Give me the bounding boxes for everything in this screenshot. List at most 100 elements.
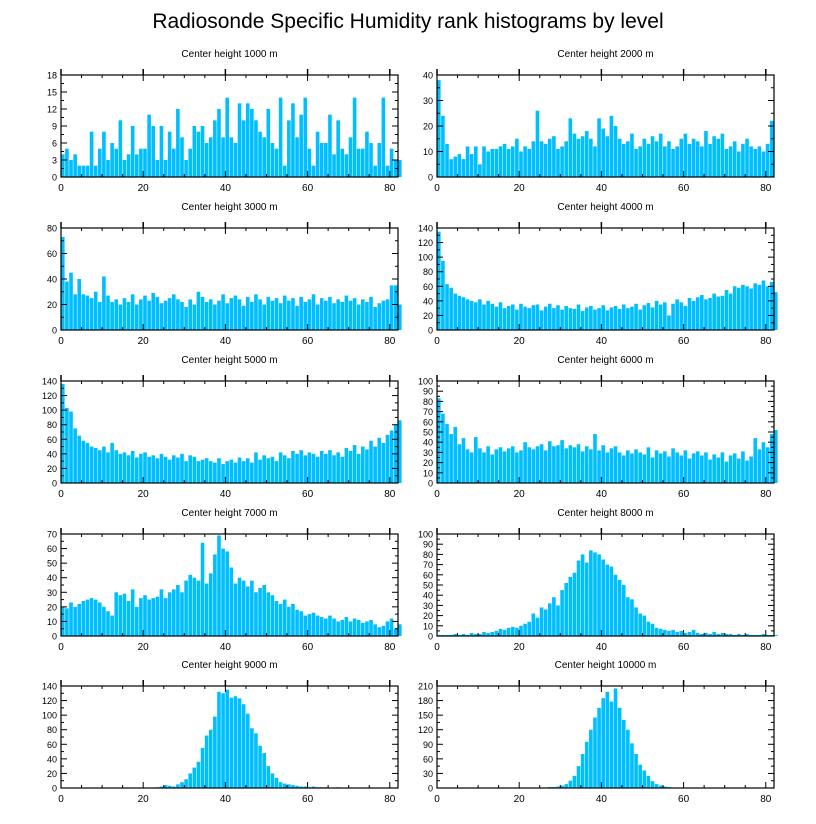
- bar: [204, 735, 209, 788]
- bar: [543, 609, 548, 636]
- bar: [208, 461, 213, 483]
- y-tick-label: 0: [52, 479, 57, 489]
- bar: [617, 138, 622, 177]
- bar: [531, 141, 536, 177]
- bar: [328, 615, 332, 636]
- bar: [728, 633, 733, 636]
- bar: [270, 143, 275, 177]
- bar: [691, 629, 696, 636]
- bar: [712, 136, 716, 177]
- bar: [196, 291, 201, 330]
- bar: [449, 287, 453, 330]
- y-tick-label: 60: [47, 249, 57, 259]
- bar: [453, 293, 458, 330]
- bar: [675, 631, 679, 636]
- bar: [69, 602, 73, 636]
- x-tick-label: 60: [678, 336, 690, 347]
- bar: [204, 458, 209, 483]
- bar: [311, 612, 316, 636]
- bar: [159, 303, 164, 330]
- bar: [556, 786, 560, 788]
- bar: [262, 137, 266, 177]
- bar: [617, 452, 622, 483]
- y-tick-label: 60: [423, 570, 433, 580]
- bar: [700, 295, 704, 330]
- bar: [340, 301, 345, 330]
- bar: [457, 154, 462, 177]
- bar: [130, 126, 135, 177]
- bar: [708, 143, 712, 177]
- x-tick-label: 40: [220, 183, 232, 194]
- x-tick-label: 80: [760, 642, 772, 653]
- x-tick-label: 0: [434, 183, 440, 194]
- bar: [609, 566, 614, 636]
- bar: [303, 301, 308, 330]
- bar: [143, 595, 147, 636]
- y-tick-label: 0: [52, 173, 57, 183]
- bar: [155, 596, 160, 636]
- bar: [315, 304, 320, 330]
- bar: [691, 138, 696, 177]
- bar: [381, 442, 386, 483]
- panel-title: Center height 3000 m: [181, 202, 277, 213]
- bar: [171, 786, 176, 788]
- bar: [287, 784, 291, 788]
- bar: [200, 296, 205, 330]
- bar: [250, 462, 254, 483]
- bar: [757, 449, 762, 483]
- bar: [217, 300, 221, 330]
- y-tick-label: 0: [428, 173, 433, 183]
- bar: [373, 307, 377, 330]
- bar: [613, 126, 618, 177]
- bar: [769, 434, 774, 483]
- bar: [348, 621, 353, 636]
- bar: [473, 633, 478, 636]
- y-tick-label: 10: [423, 147, 433, 157]
- bar: [700, 455, 704, 483]
- bar: [531, 613, 536, 636]
- bar: [437, 80, 441, 177]
- x-tick-label: 40: [220, 794, 232, 805]
- bar: [510, 146, 515, 177]
- bar: [233, 696, 238, 788]
- bar: [262, 304, 266, 330]
- bar: [328, 450, 332, 483]
- bar: [295, 453, 299, 483]
- bar: [445, 284, 449, 330]
- x-tick-label: 0: [434, 642, 440, 653]
- x-tick-label: 0: [434, 489, 440, 500]
- bar: [704, 299, 708, 330]
- bar: [473, 302, 478, 330]
- bar: [535, 617, 540, 636]
- bar: [85, 165, 90, 177]
- bar: [106, 611, 110, 636]
- y-tick-label: 20: [47, 300, 57, 310]
- bar: [437, 231, 441, 330]
- bar: [361, 622, 365, 636]
- bar: [192, 304, 197, 330]
- bar: [613, 305, 618, 330]
- bar: [761, 280, 766, 330]
- bar: [237, 299, 242, 330]
- bar: [171, 294, 176, 330]
- bar: [613, 446, 618, 483]
- bar: [716, 138, 721, 177]
- x-tick-label: 80: [384, 336, 396, 347]
- bar: [139, 598, 143, 636]
- bar: [527, 308, 532, 330]
- bar: [515, 309, 519, 330]
- bar: [176, 109, 180, 177]
- bar: [118, 453, 123, 483]
- bar: [753, 438, 758, 483]
- bar: [114, 450, 119, 483]
- y-tick-label: 40: [47, 449, 57, 459]
- bar: [151, 598, 156, 636]
- bar: [110, 301, 114, 330]
- bar: [445, 143, 449, 177]
- bar: [679, 455, 684, 483]
- bar: [262, 753, 266, 788]
- bar: [601, 305, 605, 330]
- bar: [494, 148, 499, 177]
- bar: [147, 114, 151, 177]
- bar: [621, 304, 626, 330]
